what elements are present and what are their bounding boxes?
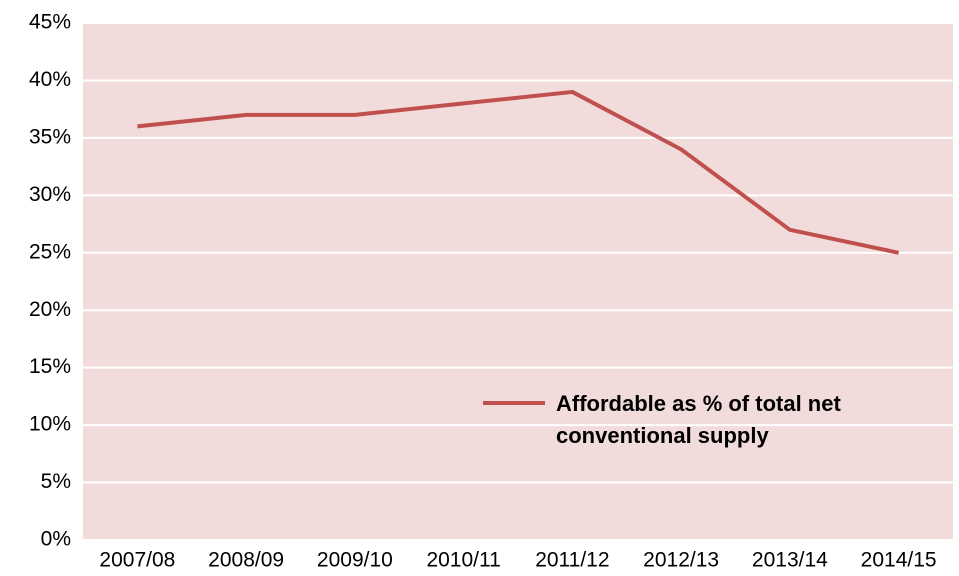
y-tick-label: 30% xyxy=(29,183,71,206)
x-tick-label: 2007/08 xyxy=(99,549,175,572)
y-tick-label: 20% xyxy=(29,298,71,321)
y-tick-label: 45% xyxy=(29,11,71,34)
y-tick-label: 35% xyxy=(29,125,71,148)
x-tick-label: 2008/09 xyxy=(208,549,284,572)
y-tick-label: 10% xyxy=(29,413,71,436)
x-tick-label: 2013/14 xyxy=(752,549,828,572)
plot-background xyxy=(83,23,953,540)
y-tick-label: 25% xyxy=(29,240,71,263)
x-tick-label: 2014/15 xyxy=(861,549,937,572)
x-tick-label: 2010/11 xyxy=(426,549,500,572)
series-line xyxy=(137,89,900,255)
y-tick-label: 15% xyxy=(29,355,71,378)
legend-label: Affordable as % of total net conventiona… xyxy=(556,391,841,448)
x-tick-label: 2011/12 xyxy=(535,549,609,572)
y-tick-label: 5% xyxy=(41,470,71,493)
y-tick-label: 40% xyxy=(29,68,71,91)
x-tick-label: 2012/13 xyxy=(643,549,719,572)
x-tick-label: 2009/10 xyxy=(317,549,393,572)
y-tick-label: 0% xyxy=(41,528,71,551)
